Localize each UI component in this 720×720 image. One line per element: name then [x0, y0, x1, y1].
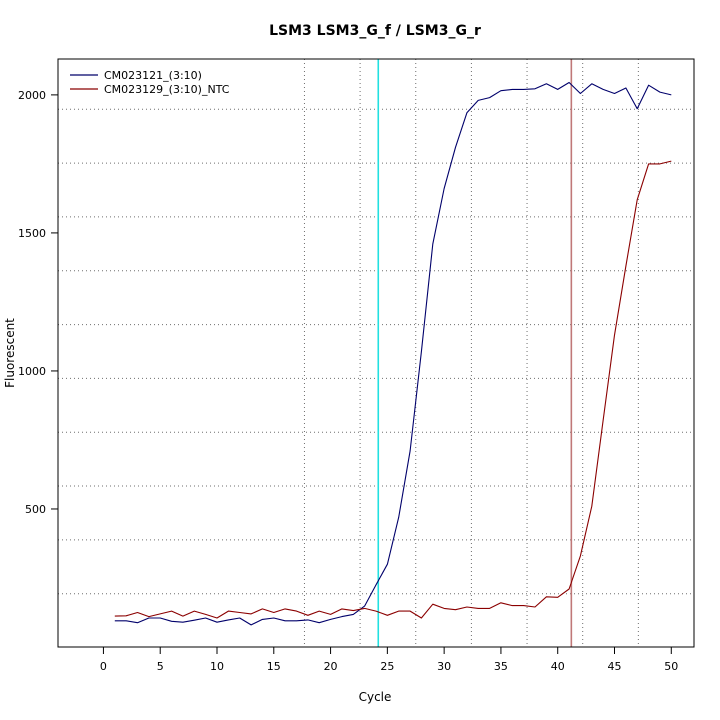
x-tick-label-9: 45	[608, 660, 622, 673]
x-axis-label: Cycle	[359, 690, 392, 704]
x-tick-label-10: 50	[664, 660, 678, 673]
data-series	[114, 81, 672, 626]
x-tick-label-0: 0	[100, 660, 107, 673]
y-axis-label: Fluorescent	[3, 318, 17, 388]
x-tick-label-8: 40	[551, 660, 565, 673]
x-tick-label-3: 15	[267, 660, 281, 673]
series-line-0	[114, 81, 672, 626]
y-tick-label-0: 500	[25, 503, 46, 516]
legend: CM023121_(3:10)CM023129_(3:10)_NTC	[70, 69, 230, 96]
legend-label-1: CM023129_(3:10)_NTC	[104, 83, 230, 96]
x-tick-label-1: 5	[157, 660, 164, 673]
chart-title: LSM3 LSM3_G_f / LSM3_G_r	[269, 23, 481, 39]
y-tick-label-1: 1000	[18, 365, 46, 378]
y-tick-label-3: 2000	[18, 89, 46, 102]
series-line-1	[114, 160, 672, 619]
y-axis: 500 1000 1500 2000	[18, 89, 59, 516]
x-tick-label-5: 25	[380, 660, 394, 673]
x-tick-label-2: 10	[210, 660, 224, 673]
y-tick-label-2: 1500	[18, 227, 46, 240]
x-axis: 0 5 10 15 20 25 30 35 40 45 50	[100, 646, 678, 673]
legend-label-0: CM023121_(3:10)	[104, 69, 202, 82]
x-tick-label-7: 35	[494, 660, 508, 673]
threshold-lines	[377, 59, 573, 647]
x-tick-label-4: 20	[324, 660, 338, 673]
x-tick-label-6: 30	[437, 660, 451, 673]
